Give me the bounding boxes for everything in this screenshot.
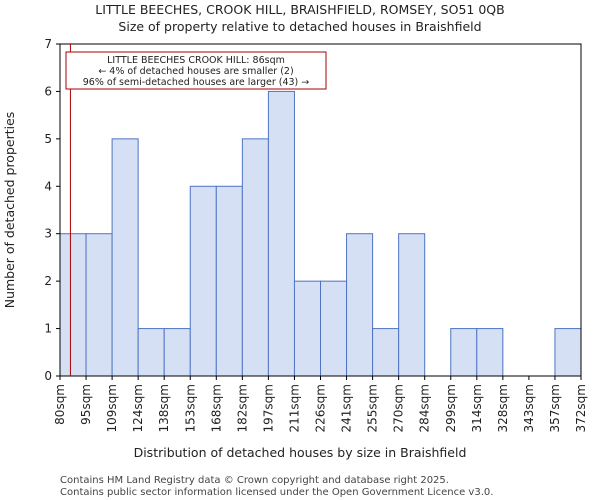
y-axis-label: Number of detached properties	[2, 112, 17, 309]
x-tick-label-343sqm: 343sqm	[522, 384, 536, 432]
bar-211sqm	[293, 280, 322, 377]
bar-241sqm	[346, 233, 374, 377]
y-tick-label-3: 3	[44, 227, 52, 241]
bar-357sqm	[554, 328, 582, 377]
annotation-line-1: LITTLE BEECHES CROOK HILL: 86sqm	[107, 55, 285, 66]
bar-197sqm	[267, 90, 295, 377]
x-tick-label-226sqm: 226sqm	[314, 384, 328, 432]
x-tick-label-241sqm: 241sqm	[340, 384, 354, 432]
x-tick-label-80sqm: 80sqm	[53, 384, 67, 425]
y-tick-label-6: 6	[44, 84, 52, 98]
bar-138sqm	[163, 328, 191, 377]
y-tick-label-7: 7	[44, 37, 52, 51]
y-tick-label-4: 4	[44, 179, 52, 193]
x-tick-label-255sqm: 255sqm	[366, 384, 380, 432]
x-tick-label-372sqm: 372sqm	[574, 384, 588, 432]
bar-124sqm	[137, 328, 165, 377]
x-tick-label-109sqm: 109sqm	[105, 384, 119, 432]
bars-group	[59, 90, 582, 377]
y-tick-label-0: 0	[44, 369, 52, 383]
bar-109sqm	[111, 138, 139, 377]
bar-80sqm	[59, 233, 87, 377]
x-tick-label-270sqm: 270sqm	[392, 384, 406, 432]
x-tick-label-284sqm: 284sqm	[418, 384, 432, 432]
annotation-line-2: ← 4% of detached houses are smaller (2)	[98, 66, 293, 77]
annotation-line-3: 96% of semi-detached houses are larger (…	[83, 77, 310, 88]
bar-153sqm	[189, 185, 217, 377]
footer-line-1: Contains HM Land Registry data © Crown c…	[60, 475, 449, 486]
x-tick-label-95sqm: 95sqm	[79, 384, 93, 425]
y-axis-ticks: 0 1 2 3 4 5 6 7	[44, 37, 60, 383]
x-tick-label-328sqm: 328sqm	[496, 384, 510, 432]
x-axis-ticks: 80sqm 95sqm 109sqm 124sqm 138sqm 153sqm 168sqm…	[53, 376, 588, 432]
annotation-box: LITTLE BEECHES CROOK HILL: 86sqm ← 4% of…	[65, 51, 327, 90]
x-axis-label: Distribution of detached houses by size …	[134, 445, 467, 460]
y-tick-label-5: 5	[44, 132, 52, 146]
chart-title-line-2: Size of property relative to detached ho…	[118, 19, 481, 34]
y-tick-label-2: 2	[44, 274, 52, 288]
x-tick-label-314sqm: 314sqm	[470, 384, 484, 432]
bar-95sqm	[85, 233, 113, 377]
chart-title-line-1: LITTLE BEECHES, CROOK HILL, BRAISHFIELD,…	[95, 2, 504, 17]
x-tick-label-299sqm: 299sqm	[444, 384, 458, 432]
y-tick-label-1: 1	[44, 322, 52, 336]
bar-182sqm	[241, 138, 269, 377]
x-tick-label-153sqm: 153sqm	[183, 384, 197, 432]
bar-314sqm	[476, 328, 504, 377]
x-tick-label-211sqm: 211sqm	[287, 384, 301, 432]
x-tick-label-182sqm: 182sqm	[235, 384, 249, 432]
bar-270sqm	[398, 233, 426, 377]
bar-299sqm	[450, 328, 478, 377]
x-tick-label-357sqm: 357sqm	[548, 384, 562, 432]
x-tick-label-168sqm: 168sqm	[209, 384, 223, 432]
bar-168sqm	[215, 185, 243, 377]
bar-255sqm	[372, 328, 400, 377]
x-tick-label-138sqm: 138sqm	[157, 384, 171, 432]
plot-frame	[59, 43, 582, 377]
footer-line-2: Contains public sector information licen…	[60, 487, 493, 498]
bar-226sqm	[320, 280, 348, 377]
x-tick-label-197sqm: 197sqm	[261, 384, 275, 432]
x-tick-label-124sqm: 124sqm	[131, 384, 145, 432]
